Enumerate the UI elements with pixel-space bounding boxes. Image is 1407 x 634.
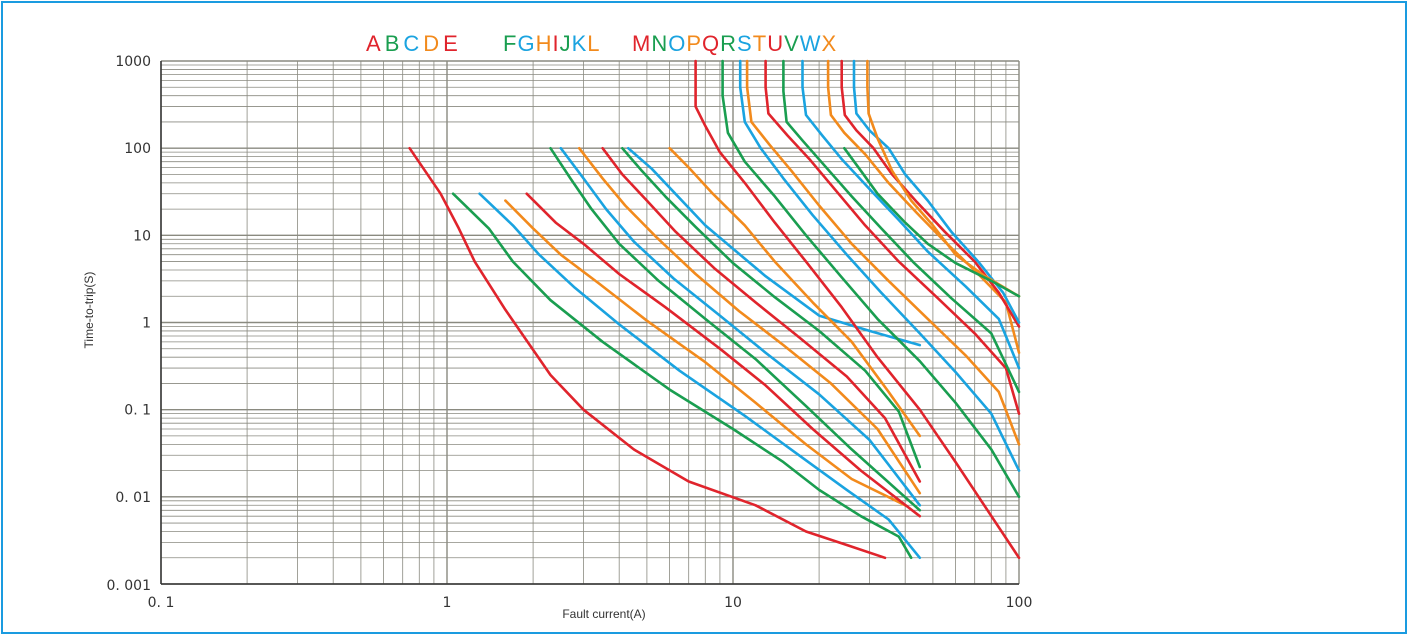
series-line-15	[738, 59, 1021, 472]
legend-letter-M: M	[632, 31, 650, 56]
y-axis-label: Time-to-trip(S)	[82, 272, 96, 349]
legend-letter-O: O	[668, 31, 685, 56]
legend-letter-A: A	[366, 31, 381, 56]
x-tick-label: 1	[443, 595, 452, 611]
legend-letter-S: S	[737, 31, 752, 56]
series-line-17	[764, 59, 1021, 415]
series-line-14	[721, 59, 1021, 499]
legend-letter-C: C	[403, 31, 419, 56]
x-tick-label: 100	[1006, 595, 1033, 611]
series-line-9	[601, 146, 922, 483]
legend-letter-T: T	[753, 31, 766, 56]
legend-letter-V: V	[784, 31, 799, 56]
legend-letter-U: U	[767, 31, 783, 56]
legend-letter-Q: Q	[702, 31, 719, 56]
legend-letter-J: J	[560, 31, 571, 56]
y-tick-label: 100	[124, 141, 151, 157]
series-line-6	[549, 146, 922, 512]
x-tick-label: 10	[724, 595, 742, 611]
series-line-13	[694, 59, 1021, 560]
x-tick-label: 0. 1	[148, 595, 175, 611]
legend-letter-D: D	[423, 31, 439, 56]
series-line-11	[626, 146, 922, 347]
y-tick-label: 0. 01	[115, 490, 151, 506]
legend-letter-L: L	[587, 31, 599, 56]
legend-letter-R: R	[720, 31, 736, 56]
y-tick-label: 0. 1	[124, 403, 151, 419]
series-line-5	[525, 192, 922, 518]
series-line-19	[801, 59, 1021, 370]
series-line-24	[843, 146, 1021, 298]
series-line-10	[621, 146, 922, 469]
series-line-3	[478, 192, 922, 560]
series-line-7	[559, 146, 922, 507]
series-line-16	[745, 59, 1021, 446]
legend-letter-P: P	[686, 31, 701, 56]
legend-letter-F: F	[503, 31, 516, 56]
series-line-2	[451, 192, 913, 560]
series-line-18	[782, 59, 1021, 394]
series-line-22	[852, 59, 1021, 324]
y-tick-label: 1000	[115, 54, 151, 70]
legend-letter-H: H	[536, 31, 552, 56]
series-line-4	[504, 199, 907, 507]
legend-letter-B: B	[385, 31, 400, 56]
legend-letter-E: E	[443, 31, 458, 56]
legend-letter-W: W	[800, 31, 821, 56]
y-tick-label: 0. 001	[106, 578, 151, 594]
legend-letter-X: X	[822, 31, 837, 56]
y-tick-label: 1	[142, 316, 151, 332]
x-axis-label: Fault current(A)	[562, 607, 645, 621]
series-line-12	[668, 146, 922, 438]
legend-letter-G: G	[517, 31, 534, 56]
series-line-23	[866, 59, 1021, 298]
series-line-21	[840, 59, 1021, 328]
series-line-20	[826, 59, 1021, 354]
series-line-1	[408, 146, 887, 560]
y-tick-label: 10	[133, 228, 151, 244]
legend-letter-I: I	[552, 31, 558, 56]
series-line-8	[577, 146, 922, 495]
legend-letter-N: N	[651, 31, 667, 56]
legend-letter-K: K	[572, 31, 587, 56]
